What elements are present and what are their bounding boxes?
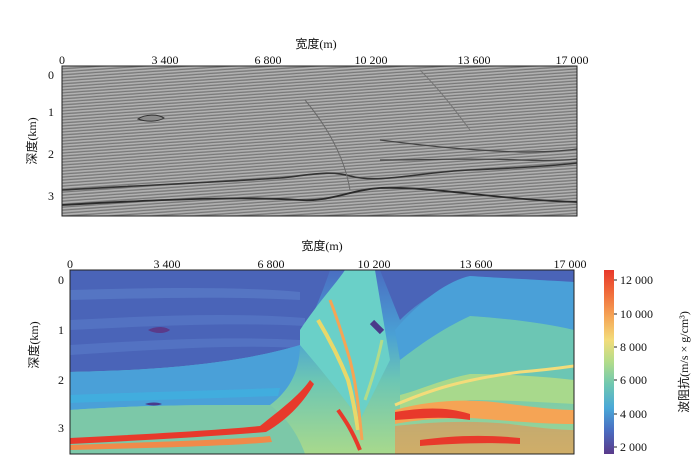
colorbar-tick-4: 4 000 <box>620 407 647 421</box>
top-x-tick-0: 0 <box>59 53 65 67</box>
seismic-image <box>62 66 577 216</box>
top-y-tick-0: 0 <box>48 68 54 82</box>
bottom-y-tick-2: 2 <box>58 373 64 387</box>
top-x-tick-1: 3 400 <box>152 53 179 67</box>
bottom-y-tick-3: 3 <box>58 421 64 435</box>
colorbar-tick-5: 2 000 <box>620 440 647 454</box>
seismic-frame <box>61 65 578 217</box>
top-x-tick-3: 10 200 <box>355 53 388 67</box>
top-x-tick-4: 13 600 <box>458 53 491 67</box>
top-y-tick-3: 3 <box>48 189 54 203</box>
bottom-x-tick-5: 17 000 <box>554 257 587 271</box>
top-x-axis-title: 宽度(m) <box>295 36 336 51</box>
top-x-tick-2: 6 800 <box>255 53 282 67</box>
bottom-x-tick-3: 10 200 <box>358 257 391 271</box>
colorbar-tick-2: 8 000 <box>620 340 647 354</box>
bottom-y-tick-1: 1 <box>58 323 64 337</box>
top-y-tick-2: 2 <box>48 147 54 161</box>
colorbar-tick-3: 6 000 <box>620 373 647 387</box>
bottom-y-axis-title: 深度(km) <box>26 321 41 368</box>
bottom-x-tick-2: 6 800 <box>258 257 285 271</box>
seismic-panel: 宽度(m) 深度(km) 0 3 400 6 800 10 200 13 600… <box>24 36 589 217</box>
top-x-tick-5: 17 000 <box>556 53 589 67</box>
bottom-x-axis-title: 宽度(m) <box>301 238 342 253</box>
bottom-y-tick-0: 0 <box>58 273 64 287</box>
impedance-image <box>70 270 574 454</box>
bottom-x-tick-4: 13 600 <box>460 257 493 271</box>
impedance-panel: 宽度(m) 深度(km) 0 3 400 6 800 10 200 13 600… <box>26 238 587 455</box>
colorbar-gradient <box>604 270 614 454</box>
bottom-x-tick-1: 3 400 <box>154 257 181 271</box>
top-y-axis-title: 深度(km) <box>24 117 39 164</box>
impedance-frame <box>69 269 575 455</box>
colorbar-title: 波阻抗(m/s × g/cm³) <box>676 311 691 413</box>
top-y-tick-1: 1 <box>48 105 54 119</box>
colorbar: 12 000 10 000 8 000 6 000 4 000 2 000 波阻… <box>604 270 691 454</box>
colorbar-tick-0: 12 000 <box>620 273 653 287</box>
colorbar-tick-1: 10 000 <box>620 307 653 321</box>
bottom-x-tick-0: 0 <box>67 257 73 271</box>
